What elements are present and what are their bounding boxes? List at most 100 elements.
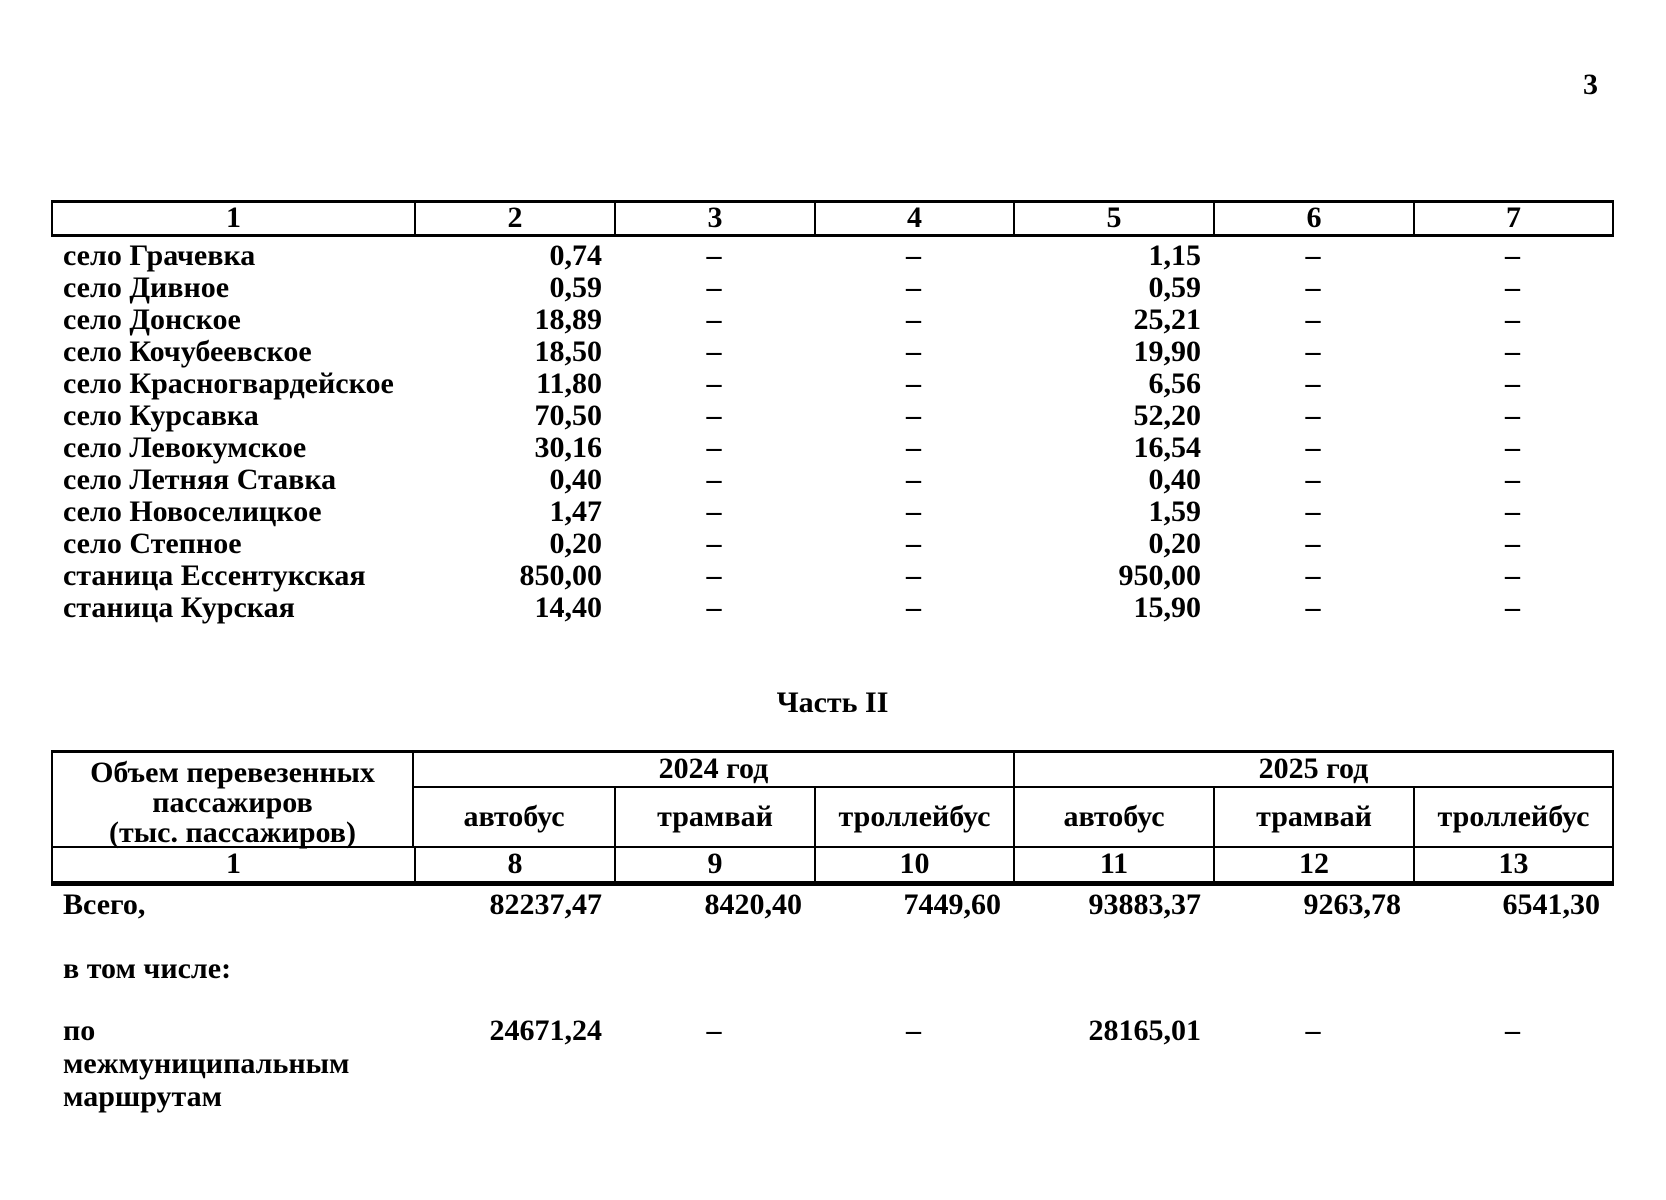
table1-col-number: 5 <box>1013 203 1213 234</box>
no-data-dash-col-6: – <box>1305 431 1321 464</box>
no-data-dash-col-6: – <box>1305 591 1321 624</box>
table2-col1-header: Объем перевезенных пассажиров (тыс. пасс… <box>53 753 414 849</box>
no-data-dash-col-7: – <box>1505 399 1520 432</box>
no-data-dash-col-4: – <box>906 559 921 592</box>
value-col-5: 25,21 <box>1133 303 1202 336</box>
value-col-5: 0,20 <box>1148 527 1202 560</box>
no-data-dash-col-7: – <box>1505 239 1520 272</box>
transport-header-tram-2024: трамвай <box>614 788 814 846</box>
value-col-5: 6,56 <box>1148 367 1202 400</box>
no-data-dash-col-4: – <box>906 271 921 304</box>
no-data-dash-tram-2024: – <box>706 1014 722 1047</box>
no-data-dash-col-3: – <box>706 271 722 304</box>
no-data-dash-col-3: – <box>706 399 722 432</box>
page-number: 3 <box>1583 68 1598 101</box>
no-data-dash-col-6: – <box>1305 335 1321 368</box>
no-data-dash-col-7: – <box>1505 303 1520 336</box>
table-row: село Курсавка 70,50 – – 52,20 – – <box>53 400 1612 432</box>
no-data-dash-col-6: – <box>1305 559 1321 592</box>
no-data-dash-col-6: – <box>1305 495 1321 528</box>
totals-trolley-2024: 7449,60 <box>903 888 1002 921</box>
no-data-dash-col-7: – <box>1505 591 1520 624</box>
value-col-5: 950,00 <box>1118 559 1202 592</box>
no-data-dash-col-3: – <box>706 463 722 496</box>
value-col-5: 19,90 <box>1133 335 1202 368</box>
no-data-dash-col-4: – <box>906 527 921 560</box>
table1-col-number: 1 <box>226 201 241 234</box>
no-data-dash-col-6: – <box>1305 463 1321 496</box>
totals-label: Всего, <box>63 888 146 921</box>
table2-intermunicipal-row: по межмуниципальным маршрутам 24671,24 –… <box>53 1014 1612 1113</box>
no-data-dash-col-3: – <box>706 495 722 528</box>
no-data-dash-col-4: – <box>906 463 921 496</box>
table1-col-number: 7 <box>1413 203 1612 234</box>
value-col-2: 0,20 <box>549 527 603 560</box>
table-row: село Степное 0,20 – – 0,20 – – <box>53 528 1612 560</box>
no-data-dash-col-6: – <box>1305 271 1321 304</box>
settlement-name: село Курсавка <box>63 399 259 432</box>
no-data-dash-col-7: – <box>1505 495 1520 528</box>
intermunicipal-bus-2025: 28165,01 <box>1088 1014 1202 1047</box>
table2-col-number: 13 <box>1413 846 1612 881</box>
transport-header-trolley-2025: троллейбус <box>1413 788 1612 846</box>
part2-title: Часть II <box>776 686 889 719</box>
value-col-2: 18,50 <box>534 335 603 368</box>
value-col-2: 0,74 <box>549 239 603 272</box>
col1-header-line: пассажиров <box>152 786 313 819</box>
no-data-dash-col-6: – <box>1305 367 1321 400</box>
no-data-dash-col-4: – <box>906 239 921 272</box>
no-data-dash-col-3: – <box>706 303 722 336</box>
no-data-dash-col-3: – <box>706 431 722 464</box>
totals-tram-2025: 9263,78 <box>1303 888 1402 921</box>
no-data-dash-col-7: – <box>1505 431 1520 464</box>
table2-col-number: 12 <box>1213 846 1413 881</box>
table-row: село Красногвардейское 11,80 – – 6,56 – … <box>53 368 1612 400</box>
table-row: село Дивное 0,59 – – 0,59 – – <box>53 272 1612 304</box>
no-data-dash-col-7: – <box>1505 527 1520 560</box>
value-col-2: 1,47 <box>549 495 603 528</box>
col1-header-line: (тыс. пассажиров) <box>109 816 356 849</box>
no-data-dash-col-3: – <box>706 335 722 368</box>
value-col-2: 0,40 <box>549 463 603 496</box>
settlement-name: село Новоселицкое <box>63 495 322 528</box>
col1-header-line: Объем перевезенных <box>90 756 375 789</box>
settlement-name: село Дивное <box>63 271 230 304</box>
no-data-dash-trolley-2025: – <box>1505 1014 1520 1047</box>
value-col-5: 16,54 <box>1133 431 1202 464</box>
no-data-dash-col-7: – <box>1505 559 1520 592</box>
settlement-name: станица Ессентукская <box>63 559 366 592</box>
table2-col-number: 9 <box>614 846 814 881</box>
intermunicipal-label: по межмуниципальным маршрутам <box>63 1014 350 1113</box>
value-col-2: 70,50 <box>534 399 603 432</box>
table1-col-number: 6 <box>1213 203 1413 234</box>
table1-body: село Грачевка 0,74 – – 1,15 – – село Див… <box>53 240 1612 624</box>
value-col-5: 1,59 <box>1148 495 1202 528</box>
value-col-2: 30,16 <box>534 431 603 464</box>
no-data-dash-col-4: – <box>906 431 921 464</box>
table-row: село Левокумское 30,16 – – 16,54 – – <box>53 432 1612 464</box>
table-row: село Грачевка 0,74 – – 1,15 – – <box>53 240 1612 272</box>
totals-tram-2024: 8420,40 <box>704 888 803 921</box>
table-row: село Донское 18,89 – – 25,21 – – <box>53 304 1612 336</box>
year-2025-header: 2025 год <box>1013 753 1612 788</box>
value-col-2: 14,40 <box>534 591 603 624</box>
settlement-name: село Степное <box>63 527 242 560</box>
value-col-5: 1,15 <box>1148 239 1202 272</box>
transport-header-bus-2025: автобус <box>1013 788 1213 846</box>
settlement-name: село Кочубеевское <box>63 335 312 368</box>
table2-totals-row: Всего, 82237,47 8420,40 7449,60 93883,37… <box>53 889 1612 921</box>
no-data-dash-trolley-2024: – <box>906 1014 921 1047</box>
table1-col-number: 4 <box>814 203 1013 234</box>
settlement-name: село Левокумское <box>63 431 307 464</box>
no-data-dash-col-6: – <box>1305 303 1321 336</box>
no-data-dash-col-3: – <box>706 239 722 272</box>
no-data-dash-col-4: – <box>906 303 921 336</box>
value-col-2: 850,00 <box>519 559 603 592</box>
table-row: село Летняя Ставка 0,40 – – 0,40 – – <box>53 464 1612 496</box>
no-data-dash-col-4: – <box>906 591 921 624</box>
settlement-name: село Красногвардейское <box>63 367 394 400</box>
year-2024-header: 2024 год <box>414 753 1013 788</box>
no-data-dash-col-6: – <box>1305 399 1321 432</box>
intermunicipal-bus-2024: 24671,24 <box>489 1014 603 1047</box>
including-label: в том числе: <box>63 952 232 985</box>
